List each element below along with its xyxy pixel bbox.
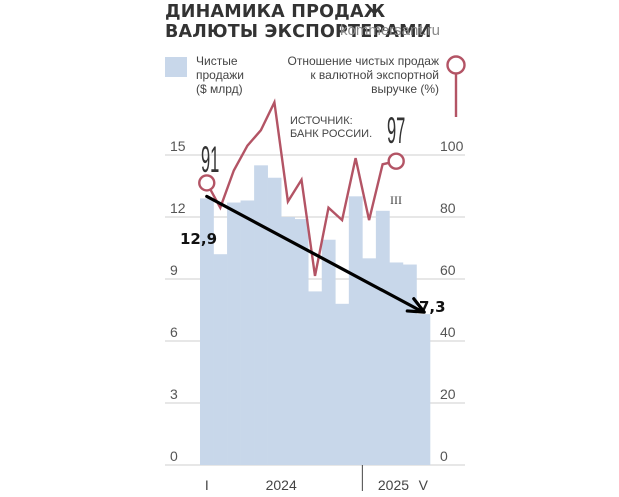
bar xyxy=(308,291,323,465)
tick-labels: 0 3 6 9 12 15 0 20 40 60 80 100 I 2024 2025 V xyxy=(170,138,464,493)
ratio-start-marker xyxy=(198,174,216,192)
bar xyxy=(335,303,350,465)
left-tick-label: 3 xyxy=(170,386,178,402)
chart-title-text: ДИНАМИКА ПРОДАЖ ВАЛЮТЫ ЭКСПОРТЕРАМИ xyxy=(165,2,432,42)
legend-ratio-line-2: к валютной экспортной xyxy=(310,68,439,82)
left-tick-label: 12 xyxy=(170,200,186,216)
ratio-end-marker xyxy=(387,152,405,170)
right-tick-label: 100 xyxy=(440,138,464,154)
left-tick-label: 6 xyxy=(170,324,178,340)
annotation-start-ratio: 91 xyxy=(201,140,219,181)
right-tick-label: 20 xyxy=(440,386,456,402)
bar xyxy=(200,198,214,465)
legend-sales-line-2: продажи xyxy=(196,68,244,82)
bar xyxy=(416,314,431,465)
right-tick-label: 60 xyxy=(440,262,456,278)
right-tick-label: 80 xyxy=(440,200,456,216)
ratio-line xyxy=(205,98,397,277)
annotation-start-value: 12,9 xyxy=(180,230,217,248)
legend-ratio: Отношение чистых продаж к валютной экспо… xyxy=(284,54,439,96)
x-tick-label: I xyxy=(205,477,209,493)
legend-sales-line-1: Чистые xyxy=(196,54,238,68)
annotation-end-ratio: 97 xyxy=(387,111,405,152)
bars xyxy=(200,165,431,466)
ratio-line-group xyxy=(198,98,405,277)
legend-line-marker xyxy=(446,55,466,117)
x-tick-label: 2024 xyxy=(266,477,297,493)
bar xyxy=(362,258,377,465)
bar xyxy=(227,202,241,466)
trend-arrow xyxy=(205,194,426,314)
bar xyxy=(267,177,282,465)
left-tick-label: 15 xyxy=(170,138,186,154)
x-tick-label: V xyxy=(419,477,429,493)
left-tick-label: 0 xyxy=(170,448,178,464)
bar xyxy=(281,217,296,465)
site-credit: kommersant.ru xyxy=(340,22,441,39)
bar xyxy=(294,219,309,465)
trend-arrow-shaft xyxy=(205,194,423,313)
legend-ratio-line-3: выручке (%) xyxy=(371,82,439,96)
annotation-quarter: III xyxy=(390,193,402,207)
bar xyxy=(240,200,255,465)
trend-arrow-head xyxy=(405,297,426,314)
left-tick-label: 9 xyxy=(170,262,178,278)
chart-title: ДИНАМИКА ПРОДАЖ ВАЛЮТЫ ЭКСПОРТЕРАМИ xyxy=(165,2,455,42)
bar xyxy=(389,262,404,465)
bar xyxy=(254,165,268,466)
right-tick-label: 0 xyxy=(440,448,448,464)
bar xyxy=(321,239,336,465)
right-tick-label: 40 xyxy=(440,324,456,340)
legend-sales: Чистые продажи ($ млрд) xyxy=(196,54,244,96)
legend-ratio-line-1: Отношение чистых продаж xyxy=(287,54,439,68)
legend-line-circle xyxy=(446,55,466,75)
bar xyxy=(402,264,417,465)
source-note: ИСТОЧНИК: БАНК РОССИИ. xyxy=(290,115,372,140)
bar xyxy=(375,210,390,465)
legend-swatch-bars xyxy=(165,57,187,77)
bar xyxy=(213,254,228,465)
legend-sales-line-3: ($ млрд) xyxy=(196,82,243,96)
x-tick-label: 2025 xyxy=(378,477,409,493)
bar xyxy=(348,196,363,466)
